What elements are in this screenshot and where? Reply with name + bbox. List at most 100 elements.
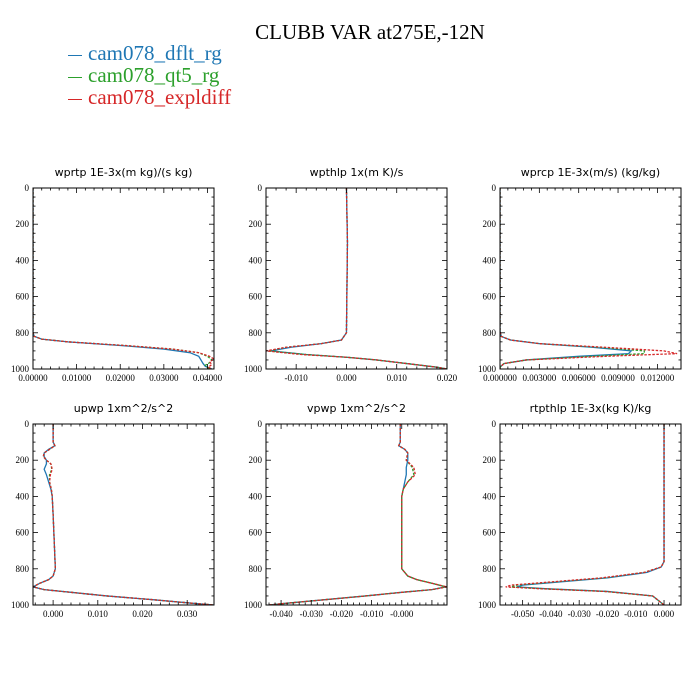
series-line	[516, 424, 665, 605]
legend-item: cam078_expldiff	[68, 86, 231, 108]
chart-panel: upwp 1xm^2/s^2 0 200 400 600 800 1000 0.000 0.01…	[11, 402, 215, 619]
series-group	[505, 424, 665, 605]
y-tick-label: 200	[16, 219, 30, 229]
series-line	[33, 424, 214, 605]
x-tick-label: 0.02000	[106, 373, 136, 383]
y-tick-label: 600	[16, 528, 30, 538]
x-tick-label: -0.050	[511, 609, 535, 619]
legend-item: cam078_dflt_rg	[68, 42, 231, 64]
legend: cam078_dflt_rg cam078_qt5_rg cam078_expldi…	[68, 42, 231, 108]
x-tick-label: -0.000	[390, 609, 414, 619]
y-tick-label: 800	[16, 328, 30, 338]
x-tick-label: -0.010	[285, 373, 309, 383]
x-tick-label: 0.000	[336, 373, 357, 383]
x-tick-label: -0.010	[624, 609, 648, 619]
y-tick-label: 200	[16, 455, 30, 465]
y-tick-label: 600	[249, 528, 263, 538]
plot-frame	[499, 423, 682, 606]
series-line	[33, 188, 213, 369]
panel-title: upwp 1xm^2/s^2	[74, 402, 174, 415]
series-line	[268, 424, 447, 605]
x-tick-label: 0.010	[387, 373, 408, 383]
legend-label: cam078_expldiff	[88, 85, 232, 109]
plot-frame	[32, 423, 215, 606]
x-tick-label: -0.020	[596, 609, 620, 619]
x-tick-label: 0.020	[437, 373, 458, 383]
series-group	[500, 188, 678, 369]
y-tick-label: 0	[492, 183, 497, 193]
series-group	[268, 424, 447, 605]
x-tick-label: 0.03000	[149, 373, 179, 383]
y-tick-label: 800	[249, 564, 263, 574]
y-tick-label: 200	[249, 455, 263, 465]
chart-panel: vpwp 1xm^2/s^2 0 200 400 600 800 1000 -0.040 -0.…	[244, 402, 448, 619]
series-line	[268, 424, 446, 605]
x-tick-label: -0.010	[360, 609, 384, 619]
x-tick-label: 0.00000	[18, 373, 48, 383]
series-group	[33, 424, 214, 605]
y-tick-label: 0	[25, 183, 30, 193]
legend-swatch	[68, 54, 82, 56]
x-tick-label: 0.030	[177, 609, 198, 619]
y-tick-label: 200	[483, 455, 497, 465]
x-tick-label: 0.020	[132, 609, 153, 619]
series-line	[33, 424, 214, 605]
series-line	[266, 188, 447, 369]
legend-swatch	[68, 98, 82, 100]
y-tick-label: 400	[249, 255, 263, 265]
plot-frame	[265, 423, 448, 606]
y-tick-label: 200	[249, 219, 263, 229]
x-tick-label: 0.009000	[601, 373, 635, 383]
y-tick-label: 200	[483, 219, 497, 229]
y-tick-label: 0	[258, 183, 263, 193]
x-tick-label: -0.020	[330, 609, 354, 619]
y-tick-label: 800	[483, 328, 497, 338]
y-tick-label: 1000	[11, 364, 30, 374]
y-tick-label: 600	[483, 292, 497, 302]
series-line	[270, 188, 447, 369]
chart-panel: wpthlp 1x(m K)/s 0 200 400 600 800 1000 -0.010 0…	[244, 166, 458, 383]
y-tick-label: 800	[483, 564, 497, 574]
plot-frame	[265, 187, 448, 370]
y-tick-label: 400	[249, 491, 263, 501]
y-tick-label: 800	[16, 564, 30, 574]
y-tick-label: 400	[483, 491, 497, 501]
y-tick-label: 600	[16, 292, 30, 302]
y-tick-label: 600	[249, 292, 263, 302]
series-line	[500, 188, 678, 369]
y-tick-label: 600	[483, 528, 497, 538]
chart-panel: rtpthlp 1E-3x(kg K)/kg 0 200 400 600 800 1000 -…	[478, 402, 682, 619]
y-tick-label: 1000	[478, 600, 497, 610]
series-group	[33, 188, 214, 369]
x-tick-label: -0.040	[539, 609, 563, 619]
y-tick-label: 400	[483, 255, 497, 265]
legend-label: cam078_qt5_rg	[88, 63, 220, 87]
panel-title: wpthlp 1x(m K)/s	[310, 166, 404, 179]
x-tick-label: 0.003000	[522, 373, 556, 383]
x-tick-label: 0.000	[654, 609, 675, 619]
y-tick-label: 0	[258, 419, 263, 429]
series-line	[33, 188, 214, 369]
panel-title: wprcp 1E-3x(m/s) (kg/kg)	[521, 166, 660, 179]
y-tick-label: 400	[16, 255, 30, 265]
chart-panel: wprtp 1E-3x(m kg)/(s kg) 0 200 400 600 800 100…	[11, 166, 223, 383]
series-line	[505, 424, 665, 605]
legend-label: cam078_dflt_rg	[88, 41, 222, 65]
x-tick-label: 0.010	[88, 609, 109, 619]
x-tick-label: 0.012000	[641, 373, 675, 383]
series-line	[268, 424, 447, 605]
legend-item: cam078_qt5_rg	[68, 64, 231, 86]
y-tick-label: 400	[16, 491, 30, 501]
legend-swatch	[68, 76, 82, 78]
x-tick-label: 0.000	[43, 609, 64, 619]
series-line	[268, 188, 447, 369]
x-tick-label: -0.040	[269, 609, 293, 619]
y-tick-label: 1000	[244, 364, 263, 374]
series-line	[33, 424, 214, 605]
x-tick-label: -0.030	[300, 609, 324, 619]
x-tick-label: -0.030	[568, 609, 592, 619]
y-tick-label: 1000	[244, 600, 263, 610]
series-group	[266, 188, 447, 369]
